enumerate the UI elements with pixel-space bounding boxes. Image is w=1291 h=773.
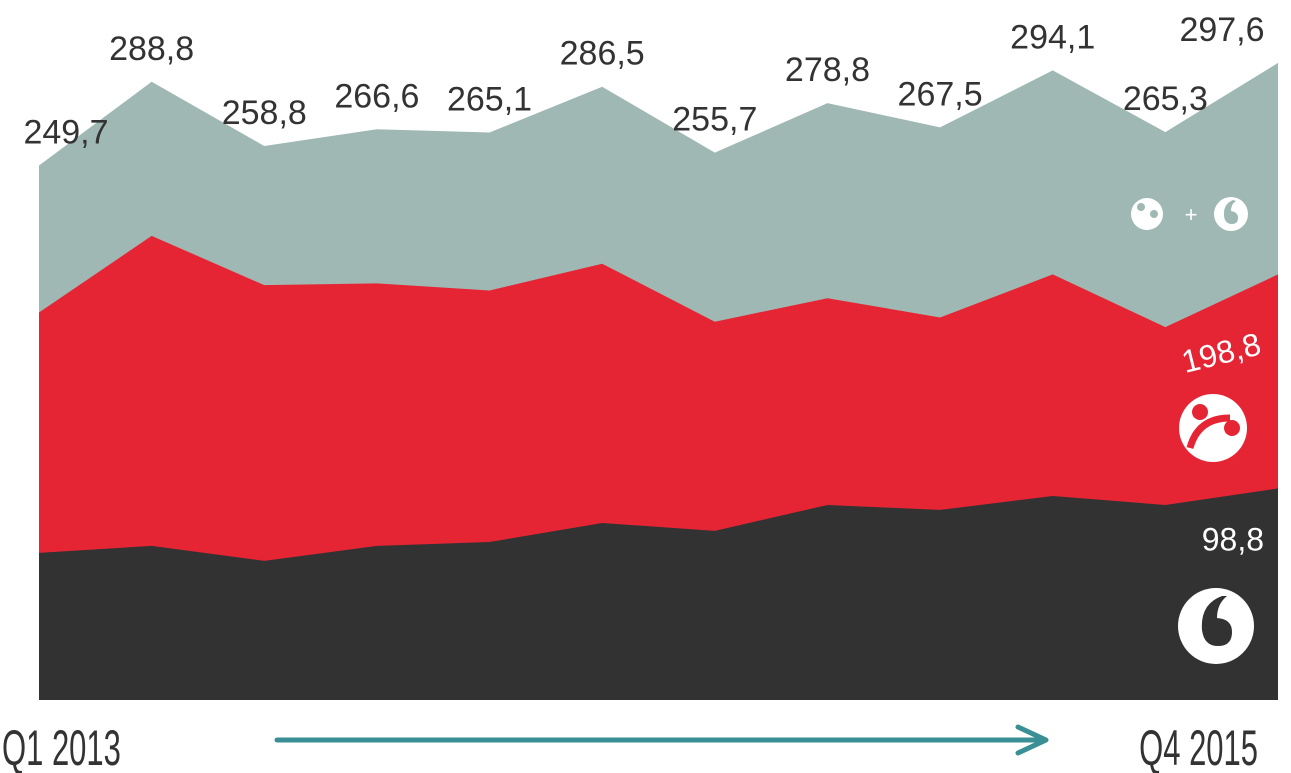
plot-area	[39, 62, 1278, 700]
value-label: 297,6	[1179, 11, 1264, 49]
value-label: 249,7	[23, 113, 108, 151]
value-label: 288,8	[109, 30, 194, 68]
svg-text:+: +	[1185, 202, 1198, 227]
combined-logo: +	[1131, 197, 1248, 231]
time-arrow-head	[1015, 724, 1049, 756]
value-label: 258,8	[222, 94, 307, 132]
vodafone-logo	[1178, 588, 1254, 664]
value-label: 278,8	[785, 51, 870, 89]
value-label: 265,3	[1123, 80, 1208, 118]
value-label: 266,6	[334, 77, 419, 115]
value-label: 265,1	[447, 81, 532, 119]
value-label: 98,8	[1202, 522, 1264, 558]
x-tick-label: Q1 2013	[2, 719, 121, 773]
x-tick-label: Q4 2015	[1139, 719, 1258, 773]
turkcell-logo	[1179, 394, 1247, 462]
area	[39, 488, 1278, 700]
value-label: 255,7	[672, 101, 757, 139]
value-label: 294,1	[1010, 18, 1095, 56]
value-label: 286,5	[560, 35, 645, 73]
value-label: 267,5	[898, 75, 983, 113]
